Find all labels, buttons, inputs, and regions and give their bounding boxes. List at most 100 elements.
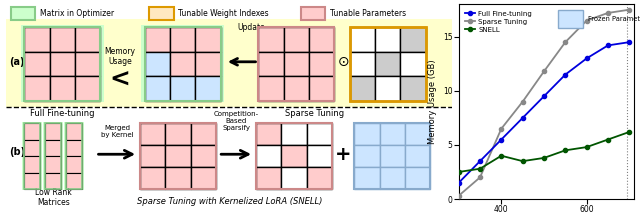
Sparse Tuning (604, 12, 612, 14)
Bar (166, 123, 191, 145)
Full Fine-tuning (583, 57, 591, 60)
Bar (282, 123, 307, 145)
Bar (256, 167, 282, 189)
Bar (49, 52, 75, 76)
Sparse Tuning (583, 19, 591, 22)
Bar (259, 76, 284, 101)
Bar (355, 123, 430, 189)
Full Fine-tuning (625, 41, 633, 43)
SNELL (455, 171, 463, 173)
SNELL (519, 160, 527, 162)
Bar (195, 27, 221, 52)
Text: Sparse Tuning with Kernelized LoRA (SNELL): Sparse Tuning with Kernelized LoRA (SNEL… (137, 197, 322, 206)
Text: Competition-
Based
Sparsify: Competition- Based Sparsify (214, 111, 259, 131)
Bar (170, 52, 195, 76)
Bar (11, 7, 35, 20)
Text: Tunable Parameters: Tunable Parameters (330, 9, 406, 18)
Bar (43, 122, 63, 190)
Bar (191, 123, 216, 145)
Bar (20, 25, 104, 103)
Bar (256, 123, 282, 145)
Bar (64, 122, 84, 190)
Full Fine-tuning (519, 117, 527, 119)
Text: (b): (b) (8, 147, 25, 157)
Bar (166, 167, 191, 189)
Bar (309, 76, 334, 101)
Bar (309, 27, 334, 52)
Bar (307, 145, 332, 167)
Bar (558, 10, 583, 28)
Bar (309, 52, 334, 76)
Bar (195, 52, 221, 76)
Bar (140, 123, 166, 145)
Bar (140, 145, 166, 167)
Bar (301, 7, 325, 20)
Y-axis label: Memory Usage (GB): Memory Usage (GB) (428, 59, 437, 144)
Bar (66, 140, 82, 156)
Line: Full Fine-tuning: Full Fine-tuning (456, 40, 632, 185)
Bar (191, 167, 216, 189)
Bar (350, 76, 375, 101)
Bar (24, 52, 49, 76)
Bar (284, 76, 309, 101)
Bar (380, 167, 405, 189)
Bar (66, 123, 82, 189)
Bar (350, 27, 375, 52)
Bar (259, 27, 284, 52)
Bar (149, 7, 173, 20)
Line: Sparse Tuning: Sparse Tuning (456, 8, 632, 198)
Text: Frozen Parameters: Frozen Parameters (588, 16, 640, 22)
Sparse Tuning (497, 127, 505, 130)
Bar (6, 19, 452, 107)
Full Fine-tuning (540, 95, 548, 98)
Sparse Tuning (540, 70, 548, 73)
Bar (405, 123, 430, 145)
Text: Full Fine-tuning: Full Fine-tuning (30, 109, 95, 118)
Bar (24, 173, 40, 189)
Full Fine-tuning (476, 160, 484, 162)
Bar (256, 123, 332, 189)
Bar (140, 123, 216, 189)
Bar (45, 123, 61, 189)
Bar (22, 122, 42, 190)
Bar (24, 140, 40, 156)
Full Fine-tuning (455, 181, 463, 184)
Bar (284, 52, 309, 76)
Full Fine-tuning (604, 44, 612, 47)
Bar (45, 123, 61, 140)
Sparse Tuning (476, 176, 484, 179)
Bar (307, 167, 332, 189)
SNELL (583, 146, 591, 148)
Sparse Tuning (561, 41, 569, 43)
Bar (405, 167, 430, 189)
Sparse Tuning (625, 8, 633, 11)
Text: Low Rank
Matrices: Low Rank Matrices (35, 188, 72, 207)
Text: Sparse Tuning: Sparse Tuning (285, 109, 344, 118)
Sparse Tuning (519, 100, 527, 103)
Bar (75, 76, 100, 101)
Bar (256, 145, 282, 167)
Legend: Full Fine-tuning, Sparse Tuning, SNELL: Full Fine-tuning, Sparse Tuning, SNELL (462, 8, 534, 36)
Bar (141, 25, 224, 103)
Line: SNELL: SNELL (456, 130, 632, 174)
Bar (49, 76, 75, 101)
Bar (401, 27, 426, 52)
Text: +: + (335, 145, 351, 164)
Bar (191, 145, 216, 167)
Bar (24, 123, 40, 140)
Bar (350, 27, 426, 101)
Text: Tunable Weight Indexes: Tunable Weight Indexes (178, 9, 269, 18)
Bar (355, 167, 380, 189)
Text: <: < (109, 67, 131, 91)
Text: Matrix in Optimizer: Matrix in Optimizer (40, 9, 114, 18)
Bar (45, 173, 61, 189)
SNELL (625, 131, 633, 133)
Bar (45, 156, 61, 173)
Bar (350, 52, 375, 76)
SNELL (561, 149, 569, 152)
Bar (24, 27, 49, 52)
Bar (375, 52, 401, 76)
Bar (170, 27, 195, 52)
Bar (45, 140, 61, 156)
Bar (49, 27, 75, 52)
